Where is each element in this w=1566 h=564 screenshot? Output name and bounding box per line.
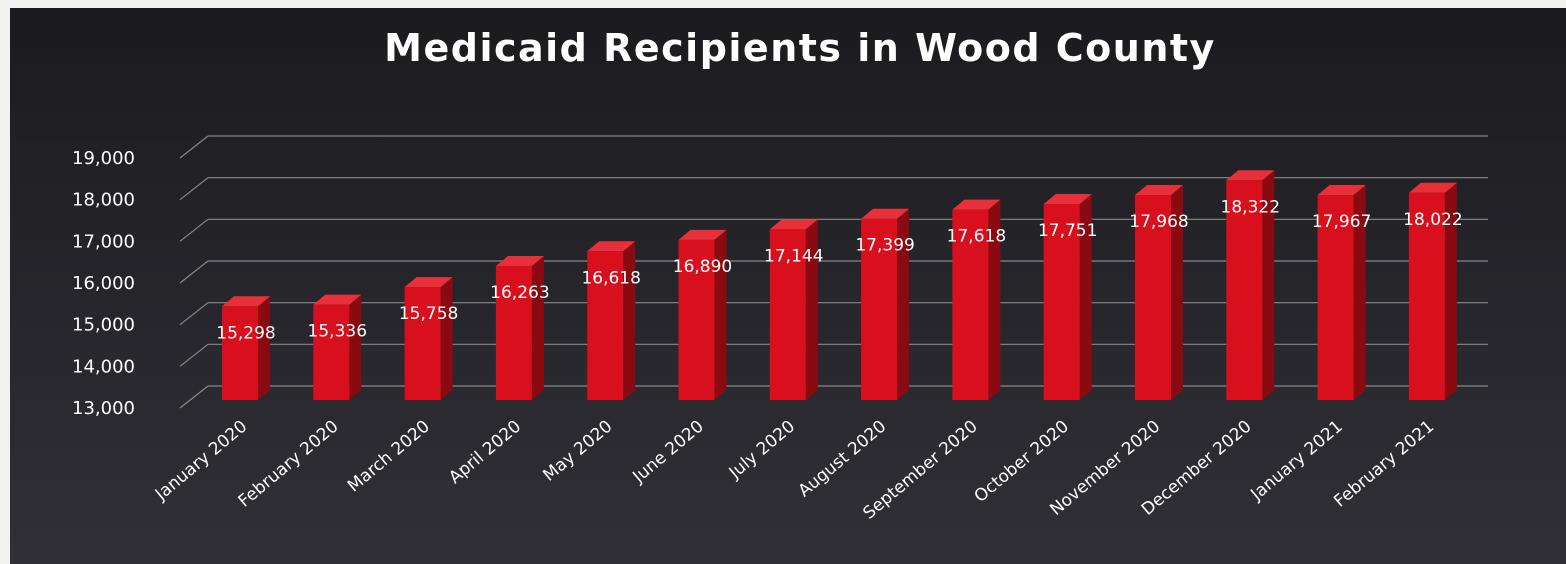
chart-panel: Medicaid Recipients in Wood County 13,00… (10, 8, 1566, 564)
gridline-depth (179, 218, 209, 242)
bar (222, 306, 258, 400)
data-label: 17,144 (764, 246, 823, 266)
bar (1043, 204, 1080, 400)
y-tick-label: 17,000 (72, 231, 135, 252)
bar (1408, 192, 1445, 400)
data-label: 15,298 (216, 323, 275, 343)
data-label: 17,618 (947, 227, 1006, 247)
x-tick-label: October 2020 (971, 417, 1073, 507)
bar-side (714, 229, 727, 400)
bar-top (587, 241, 636, 252)
data-label: 16,263 (490, 283, 549, 303)
bar-top (222, 296, 270, 307)
bar (495, 266, 532, 400)
bar-top (678, 229, 727, 240)
x-tick-label: March 2020 (344, 417, 434, 497)
bar (404, 287, 441, 400)
bar-chart: 13,000 14,000 15,000 16,000 17,000 18,000 19,0… (72, 135, 1488, 524)
bar-top (313, 294, 362, 305)
x-tick-label: January 2021 (1247, 417, 1347, 506)
data-label: 18,022 (1403, 210, 1462, 230)
data-label: 17,968 (1129, 212, 1188, 232)
bar-side (440, 277, 453, 400)
bar-top (495, 256, 544, 267)
gridlines (179, 135, 1488, 409)
y-tick-label: 13,000 (72, 398, 135, 419)
gridline-depth (179, 302, 209, 326)
data-labels: 15,298 15,336 15,758 16,263 16,618 16,890 17,1… (216, 197, 1462, 343)
bar-top (1317, 185, 1366, 196)
x-tick-label: April 2020 (445, 417, 525, 489)
bar (1226, 180, 1263, 400)
x-tick-label: February 2021 (1330, 417, 1438, 512)
bar (678, 239, 715, 400)
bar-side (988, 199, 1001, 400)
bar-top (1408, 182, 1457, 193)
bar-side (805, 219, 818, 400)
x-tick-label: July 2020 (725, 417, 799, 484)
bar-top (1135, 185, 1183, 195)
bar-side (1262, 170, 1275, 400)
data-label: 17,967 (1312, 212, 1371, 232)
y-tick-label: 16,000 (72, 273, 135, 294)
data-label: 17,399 (855, 236, 914, 256)
bar-top (1043, 194, 1092, 205)
bar-top (1226, 170, 1275, 181)
bar (861, 218, 898, 400)
data-label: 16,890 (673, 257, 732, 277)
bar-top (952, 199, 1001, 210)
x-tick-label: June 2020 (628, 417, 707, 488)
bar-side (1171, 185, 1183, 400)
gridline-depth (179, 177, 209, 201)
bar-side (531, 256, 544, 400)
data-label: 15,758 (399, 304, 458, 324)
bar-side (349, 294, 362, 400)
data-label: 18,322 (1221, 197, 1280, 217)
gridline-depth (179, 343, 209, 367)
bar-top (769, 219, 818, 230)
bar (952, 209, 989, 400)
gridline-depth (179, 260, 209, 284)
bar-side (1444, 182, 1457, 400)
bar-side (623, 241, 636, 400)
y-tick-label: 15,000 (72, 315, 135, 336)
bar-side (897, 208, 910, 400)
y-tick-label: 18,000 (72, 190, 135, 211)
y-tick-label: 19,000 (72, 148, 135, 169)
data-label: 15,336 (308, 322, 367, 342)
bar-side (1079, 194, 1092, 400)
bar (1135, 195, 1171, 400)
x-tick-label: February 2020 (235, 417, 343, 512)
chart-title: Medicaid Recipients in Wood County (384, 26, 1216, 70)
y-tick-label: 14,000 (72, 356, 135, 377)
bar (587, 251, 624, 400)
data-label: 17,751 (1038, 221, 1097, 241)
bar (769, 229, 806, 400)
gridline-depth (179, 385, 209, 409)
x-tick-label: May 2020 (539, 417, 616, 486)
bars (222, 170, 1457, 400)
bar-top (861, 208, 910, 219)
bar (1317, 195, 1354, 400)
gridline-depth (179, 135, 209, 159)
bar-side (1353, 185, 1366, 400)
data-label: 16,618 (581, 268, 640, 288)
x-tick-label: January 2020 (151, 417, 251, 506)
y-axis-ticks: 13,000 14,000 15,000 16,000 17,000 18,000 19,0… (72, 148, 135, 419)
bar (313, 304, 350, 400)
bar-side (258, 296, 270, 400)
x-tick-label: August 2020 (795, 417, 891, 502)
bar-top (404, 277, 453, 288)
